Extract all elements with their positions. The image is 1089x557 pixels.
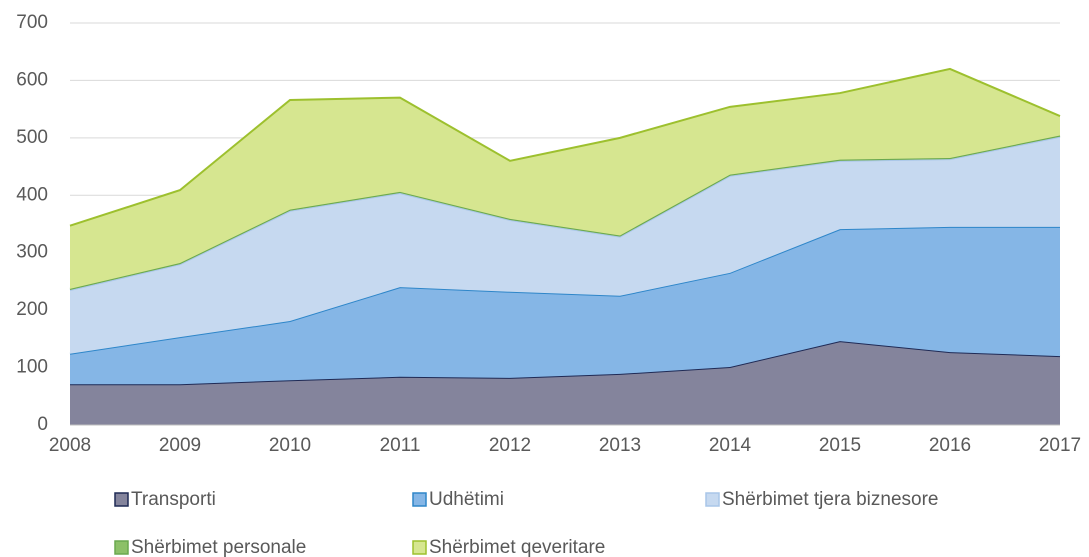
x-tick-label: 2009 [159, 435, 201, 456]
legend-swatch [412, 492, 427, 507]
x-tick-label: 2014 [709, 435, 752, 456]
legend-swatch [705, 492, 720, 507]
x-tick-label: 2015 [819, 435, 861, 456]
y-tick-label: 500 [16, 127, 48, 148]
area [70, 68, 1060, 289]
legend-label: Transporti [131, 489, 216, 510]
legend-label: Shërbimet qeveritare [429, 537, 605, 557]
x-tick-label: 2016 [929, 435, 971, 456]
y-tick-label: 600 [16, 69, 48, 90]
x-tick-label: 2017 [1039, 435, 1081, 456]
legend-swatch [114, 540, 129, 555]
y-tick-label: 0 [37, 414, 48, 435]
y-tick-label: 700 [16, 12, 48, 33]
y-tick-label: 100 [16, 357, 48, 378]
x-tick-label: 2012 [489, 435, 531, 456]
x-tick-label: 2013 [599, 435, 641, 456]
y-tick-label: 300 [16, 242, 48, 263]
area-edge [69, 67, 1061, 227]
legend-label: Udhëtimi [429, 489, 504, 510]
x-tick-label: 2008 [49, 435, 91, 456]
area [70, 136, 1060, 354]
legend-label: Shërbimet tjera biznesore [722, 489, 939, 510]
x-tick-label: 2010 [269, 435, 311, 456]
area [70, 226, 1060, 385]
legend-swatch [114, 492, 129, 507]
area [70, 341, 1060, 425]
y-tick-label: 200 [16, 299, 48, 320]
legend-label: Shërbimet personale [131, 537, 306, 557]
x-tick-label: 2011 [380, 435, 421, 456]
y-tick-label: 400 [16, 184, 48, 205]
legend-swatch [412, 540, 427, 555]
